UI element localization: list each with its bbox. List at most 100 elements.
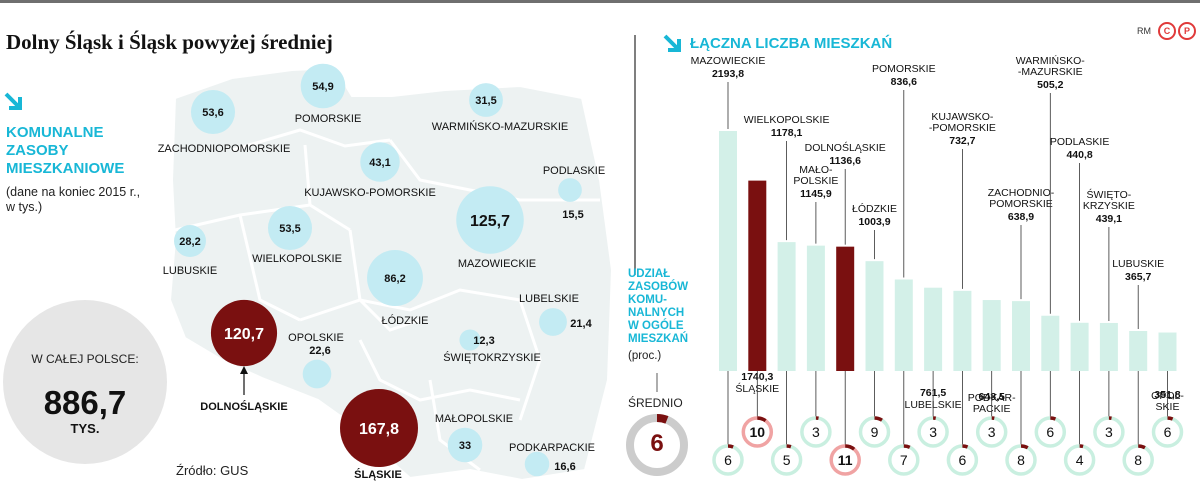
region-bubble	[456, 186, 524, 254]
region-label: PODLASKIE	[543, 165, 605, 177]
share-heading-line: W OGÓLE	[628, 320, 684, 332]
bar-category-label: -POMORSKIE	[929, 122, 996, 134]
bar	[836, 246, 855, 371]
total-label: W CAŁEJ POLSCE:	[31, 352, 139, 366]
region-value: 43,1	[369, 157, 390, 169]
average-ring	[626, 373, 688, 476]
bar	[1070, 322, 1089, 371]
share-heading-line: UDZIAŁ	[628, 268, 671, 280]
share-ring-arc	[1050, 416, 1057, 421]
bar-category-label: WARMIŃSKO-	[1016, 54, 1086, 67]
share-ring-arc	[962, 444, 969, 449]
region-label: LUBELSKIE	[519, 293, 579, 305]
share-value: 11	[838, 452, 853, 468]
top-rule	[0, 0, 1200, 3]
bar	[982, 300, 1001, 371]
region-label: MAZOWIECKIE	[458, 258, 536, 270]
bar-value-label: 1136,6	[829, 155, 861, 167]
bar-value-label: 440,8	[1066, 149, 1092, 161]
region-label: POMORSKIE	[295, 113, 362, 125]
region-bubble	[300, 63, 346, 109]
region-bubble	[360, 142, 400, 182]
region-value: 120,7	[224, 326, 264, 343]
share-ring-arc	[903, 444, 911, 449]
share-heading-line: MIESZKAŃ	[628, 333, 689, 345]
total-unit: TYS.	[70, 421, 100, 436]
share-heading: UDZIAŁ ZASOBÓW KOMU- NALNYCH W OGÓLE MIE…	[628, 268, 688, 346]
bar-category-label: WIELKOPOLSKIE	[744, 114, 830, 126]
share-heading-line: ZASOBÓW	[628, 281, 689, 293]
map-note-line: (dane na koniec 2015 r.,	[6, 185, 141, 199]
page-title: Dolny Śląsk i Śląsk powyżej średniej	[6, 30, 333, 54]
region-value: 21,4	[570, 318, 592, 330]
bar-category-label: -MAZURSKIE	[1018, 66, 1083, 78]
bar-value-label: 505,2	[1037, 79, 1063, 91]
map-heading-line: KOMUNALNE	[6, 124, 104, 141]
region-bubble	[174, 225, 206, 257]
region-bubble	[367, 250, 423, 306]
average-value: 6	[650, 430, 664, 457]
arrow-down-right-icon	[4, 92, 22, 110]
share-value: 6	[724, 452, 732, 468]
region-value: 28,2	[179, 236, 200, 248]
bar-category-label: PODLASKIE	[1050, 136, 1110, 148]
bar	[894, 279, 913, 371]
share-value: 3	[812, 424, 820, 440]
region-value: 53,6	[202, 107, 223, 119]
region-value: 33	[459, 440, 471, 452]
bar	[1012, 301, 1030, 371]
bar-value-label: 732,7	[949, 135, 975, 147]
bar	[1158, 332, 1177, 371]
bar-value-label: 638,9	[1008, 211, 1034, 223]
region-bubble	[340, 389, 418, 467]
share-ring-arc	[727, 444, 734, 449]
arrow-down-right-icon	[663, 34, 681, 52]
region-label: WIELKOPOLSKIE	[252, 253, 342, 265]
bar-category-label: KRZYSKIE	[1083, 200, 1135, 212]
share-value: 4	[1076, 452, 1084, 468]
bar-category-label: POMORSKIE	[989, 198, 1053, 210]
bar-value-label: 365,7	[1125, 271, 1151, 283]
bar-chart: MAZOWIECKIE2193,86ŚLĄSKIE1740,310WIELKOP…	[691, 54, 1184, 476]
share-value: 10	[750, 424, 766, 440]
share-ring-arc	[845, 444, 856, 451]
share-unit: (proc.)	[628, 350, 662, 362]
bar-value-label: 1145,9	[800, 188, 832, 200]
average-ring-arc	[656, 414, 669, 424]
bar-category-label: DOLNOŚLĄSKIE	[805, 141, 886, 154]
share-heading-line: KOMU-	[628, 294, 667, 306]
bar	[806, 245, 825, 371]
region-label: ŚWIĘTOKRZYSKIE	[443, 351, 541, 364]
region-value: 31,5	[475, 95, 496, 107]
region-bubble	[459, 329, 481, 351]
region-label: ZACHODNIOPOMORSKIE	[158, 143, 291, 155]
region-value: 15,5	[562, 209, 583, 221]
region-value: 86,2	[384, 273, 405, 285]
region-value: 53,5	[279, 223, 300, 235]
share-ring-arc	[1020, 444, 1029, 450]
bar	[1041, 315, 1060, 371]
region-bubble	[302, 359, 332, 389]
region-value: 16,6	[554, 461, 575, 473]
bar-category-label: LUBUSKIE	[1112, 258, 1164, 270]
bar	[1099, 322, 1118, 371]
share-value: 9	[871, 424, 879, 440]
region-label: OPOLSKIE	[288, 332, 344, 344]
share-value: 6	[1164, 424, 1172, 440]
region-value: 54,9	[312, 81, 333, 93]
region-bubble	[558, 178, 582, 202]
region-value: 167,8	[359, 421, 399, 438]
bar-value-label: 2193,8	[712, 68, 744, 80]
bar-value-label: 836,6	[891, 76, 917, 88]
bar-value-label: 439,1	[1096, 213, 1122, 225]
region-bubble	[524, 451, 550, 477]
share-value: 6	[959, 452, 967, 468]
bar	[953, 290, 972, 371]
bar-category-label: KUJAWSKO-	[931, 111, 994, 123]
region-value: 22,6	[309, 345, 330, 357]
share-value: 7	[900, 452, 908, 468]
bar	[924, 287, 943, 371]
copyright-icon: C	[1158, 22, 1176, 40]
share-value: 5	[783, 452, 791, 468]
